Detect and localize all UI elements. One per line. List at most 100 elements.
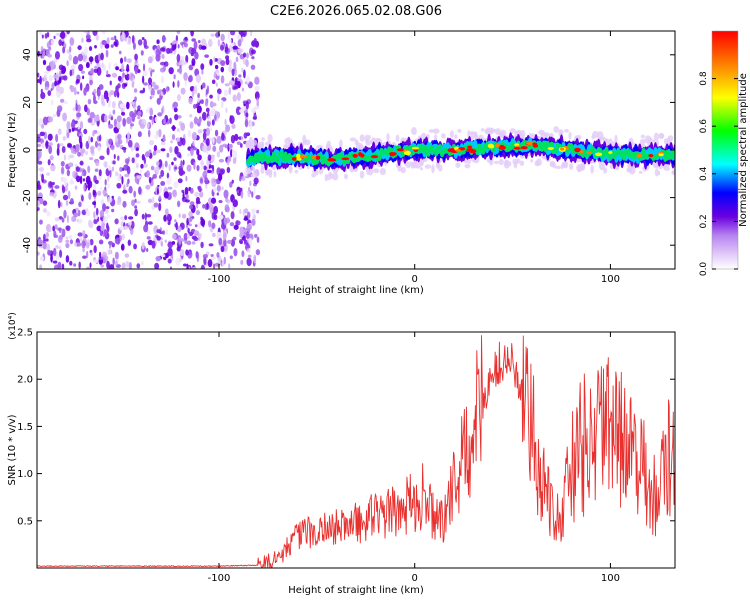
noise-blob	[166, 172, 170, 179]
noise-blob	[122, 225, 129, 230]
noise-blob	[73, 212, 78, 218]
noise-blob	[43, 233, 46, 242]
noise-blob	[250, 64, 256, 70]
noise-blob	[216, 88, 222, 95]
noise-blob	[42, 208, 48, 213]
noise-blob	[256, 209, 260, 214]
noise-blob	[81, 37, 84, 43]
noise-blob	[154, 134, 159, 140]
noise-blob	[63, 100, 68, 105]
noise-blob	[225, 58, 230, 66]
noise-blob	[216, 185, 221, 192]
noise-blob	[141, 213, 145, 220]
noise-blob	[151, 94, 155, 99]
noise-blob	[114, 237, 121, 245]
snr-x-label: Height of straight line (km)	[288, 585, 424, 596]
noise-blob	[189, 121, 194, 129]
noise-blob	[123, 56, 127, 63]
noise-blob	[158, 202, 162, 212]
noise-blob	[185, 249, 190, 256]
noise-blob	[61, 217, 65, 223]
noise-blob	[42, 59, 47, 66]
noise-blob	[191, 90, 195, 98]
noise-blob	[93, 211, 96, 219]
noise-blob	[69, 260, 73, 266]
noise-blob	[244, 208, 249, 214]
noise-blob	[108, 61, 111, 71]
noise-blob	[87, 165, 91, 173]
noise-blob	[87, 117, 92, 123]
noise-blob	[90, 68, 94, 74]
noise-blob	[213, 55, 216, 63]
noise-blob	[188, 97, 193, 105]
noise-blob	[236, 77, 240, 82]
noise-blob	[127, 221, 132, 226]
noise-blob	[211, 119, 215, 126]
noise-blob	[173, 74, 176, 80]
noise-blob	[168, 48, 173, 54]
noise-blob	[45, 231, 50, 238]
noise-blob	[152, 174, 157, 179]
noise-blob	[43, 74, 48, 83]
noise-blob	[143, 38, 147, 48]
spectrogram-y-tick-label: -20	[22, 189, 33, 205]
noise-blob	[145, 184, 151, 190]
noise-blob	[96, 114, 100, 122]
noise-blob	[69, 154, 75, 159]
track-band	[604, 147, 609, 155]
noise-blob	[70, 178, 74, 185]
noise-blob	[191, 131, 198, 141]
noise-blob	[184, 36, 188, 41]
noise-blob	[210, 154, 215, 163]
noise-blob	[185, 175, 188, 182]
noise-blob	[127, 139, 133, 148]
noise-blob	[243, 32, 246, 36]
track-halo	[386, 133, 390, 141]
noise-blob	[56, 109, 61, 117]
track-halo	[250, 139, 258, 146]
noise-blob	[112, 160, 116, 165]
noise-blob	[254, 91, 260, 100]
noise-blob	[224, 204, 230, 213]
noise-blob	[156, 187, 159, 195]
noise-blob	[168, 164, 171, 172]
track-band	[621, 153, 627, 161]
noise-blob	[134, 53, 138, 61]
noise-blob	[111, 72, 118, 78]
track-halo	[415, 165, 421, 169]
noise-blob	[177, 115, 182, 119]
noise-blob	[255, 194, 261, 200]
noise-blob	[208, 220, 211, 228]
noise-blob	[155, 149, 162, 154]
noise-blob	[37, 79, 40, 83]
spectrogram-x-label: Height of straight line (km)	[288, 285, 424, 296]
track-halo	[488, 127, 493, 135]
noise-blob	[137, 105, 141, 111]
track-halo	[302, 134, 307, 144]
noise-blob	[155, 53, 161, 62]
track-halo	[326, 173, 332, 181]
noise-blob	[145, 170, 151, 178]
noise-blob	[224, 118, 227, 126]
noise-blob	[100, 186, 103, 191]
noise-blob	[75, 166, 80, 172]
noise-blob	[218, 214, 224, 220]
noise-blob	[152, 150, 157, 156]
track-halo	[474, 131, 478, 140]
noise-blob	[233, 224, 239, 230]
noise-blob	[255, 249, 261, 256]
track-peak	[397, 148, 405, 152]
noise-blob	[132, 42, 136, 50]
noise-blob	[238, 238, 243, 244]
noise-blob	[220, 99, 224, 109]
noise-blob	[180, 87, 186, 95]
noise-blob	[106, 70, 109, 75]
noise-blob	[50, 99, 54, 106]
noise-blob	[120, 221, 124, 227]
track-halo	[315, 170, 319, 176]
track-halo	[410, 163, 415, 169]
noise-blob	[94, 140, 98, 148]
noise-blob	[139, 168, 143, 174]
noise-blob	[46, 243, 50, 252]
noise-blob	[245, 100, 249, 110]
